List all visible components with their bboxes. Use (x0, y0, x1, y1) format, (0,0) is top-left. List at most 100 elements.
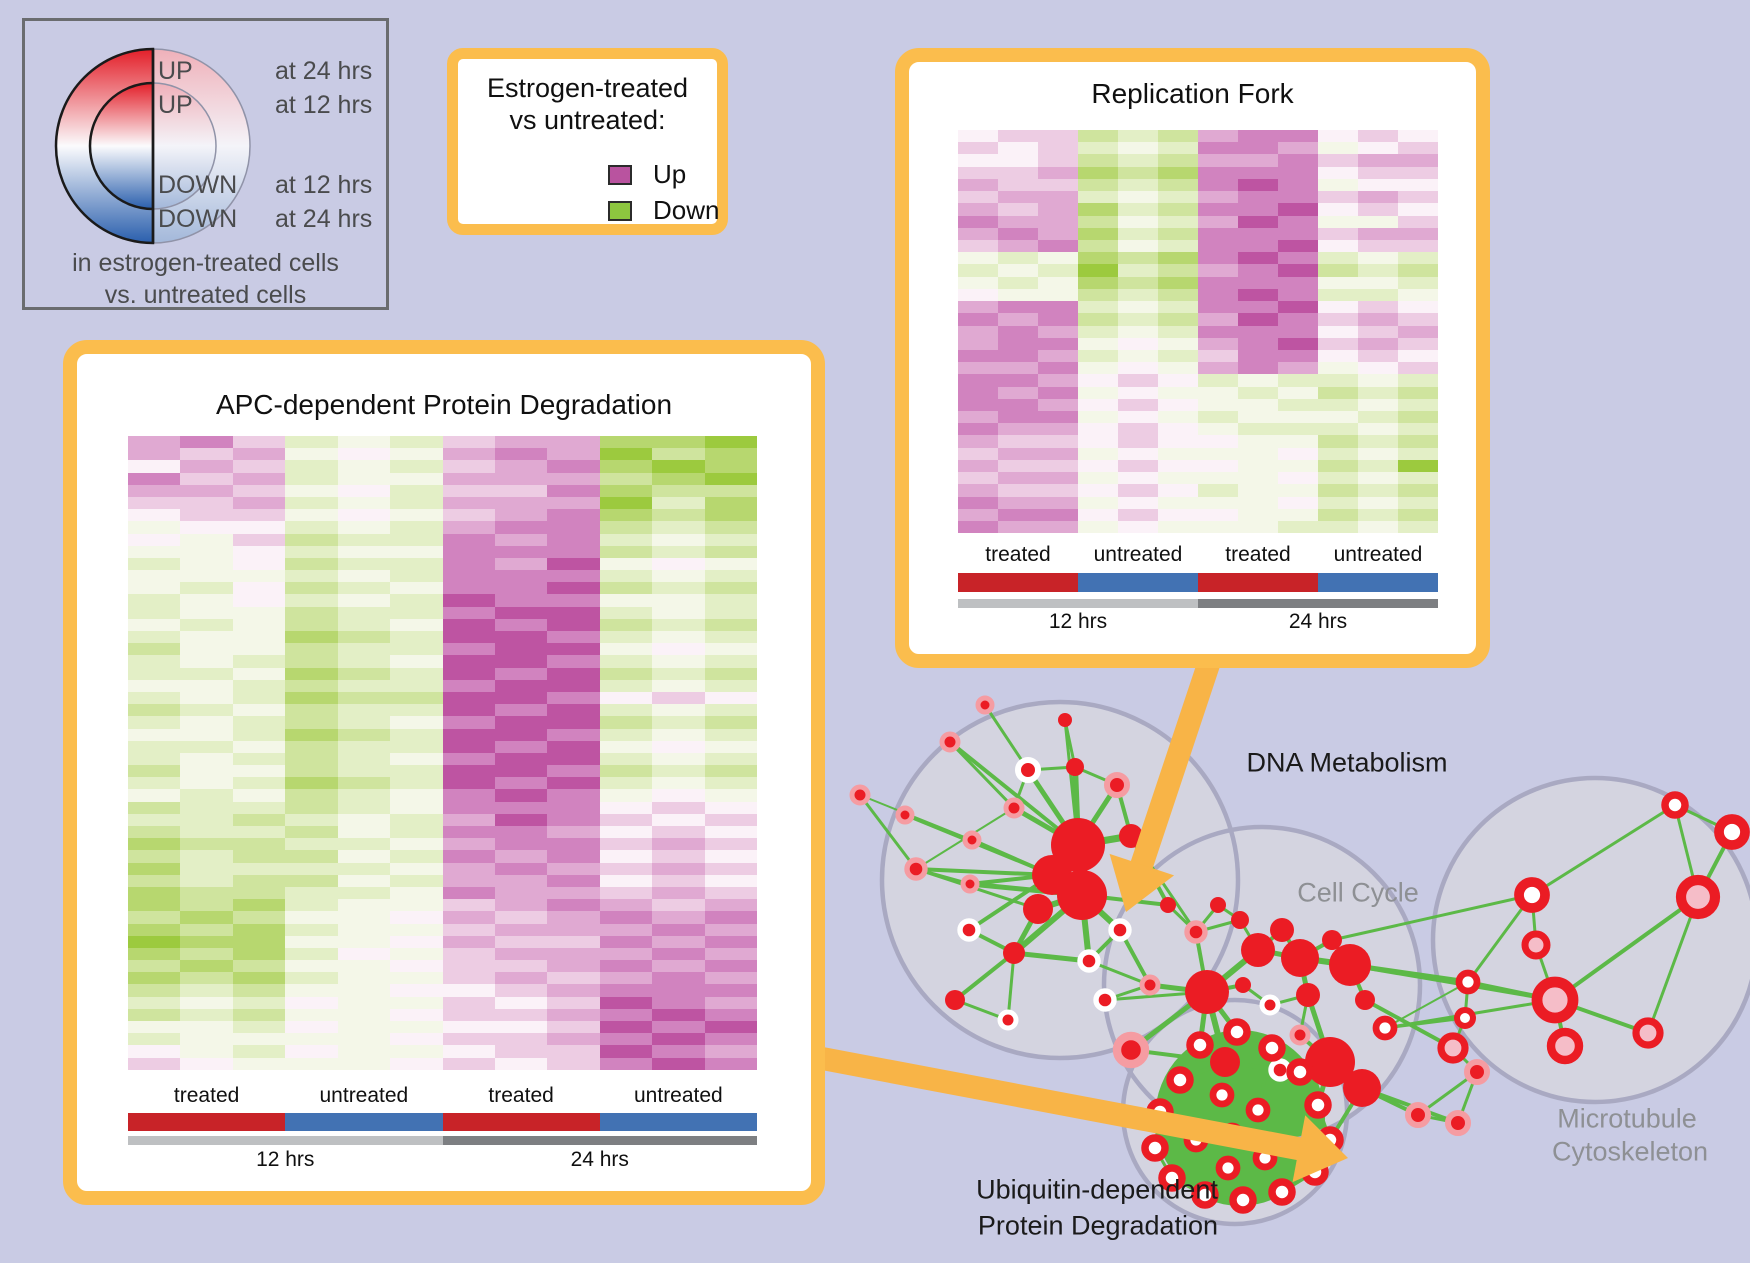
heatmap-row (128, 777, 758, 790)
gene-node-halo (849, 784, 871, 806)
heatmap-cell (704, 594, 758, 607)
heatmap-cell (494, 996, 548, 1009)
heatmap-cell (494, 460, 548, 473)
heatmap-cell (180, 911, 233, 924)
heatmap-cell (337, 582, 391, 595)
gene-node-ringpink (1546, 1027, 1584, 1065)
heatmap-cell (128, 655, 181, 668)
heatmap-cell (704, 984, 758, 997)
heatmap-cell (704, 850, 758, 863)
heatmap-cell (1118, 142, 1158, 155)
heatmap-cell (232, 448, 286, 461)
heatmap-cell (652, 789, 705, 802)
heatmap-cell (1358, 264, 1398, 277)
heatmap-cell (547, 972, 600, 985)
gene-node-ringpink (1632, 1017, 1664, 1049)
heatmap-row (128, 606, 758, 619)
heatmap-cell (599, 862, 653, 875)
gene-node-halo (1289, 1024, 1311, 1046)
condition-label: untreated (319, 1084, 409, 1107)
heatmap-cell (1118, 349, 1158, 363)
gene-node-ring (1286, 1058, 1314, 1086)
heatmap-cell (547, 704, 600, 717)
heatmap-cell (704, 570, 758, 583)
heatmap-cell (704, 801, 758, 814)
heatmap-cell (232, 618, 286, 631)
gene-node-whalo (1108, 918, 1132, 942)
heatmap-cell (1398, 472, 1438, 485)
heatmap-cell (337, 655, 391, 668)
heatmap-cell (442, 679, 495, 692)
heatmap-cell (285, 545, 338, 558)
heatmap-cell (390, 509, 443, 522)
heatmap-cell (599, 838, 653, 851)
heatmap-cell (1158, 288, 1198, 302)
heatmap-cell (494, 582, 548, 595)
heatmap-row (128, 789, 758, 802)
heatmap-cell (128, 972, 181, 985)
heatmap-cell (442, 691, 495, 705)
heatmap-cell (390, 496, 443, 510)
apc-heatmap-panel: APC-dependent Protein Degradation treate… (63, 340, 825, 1205)
heatmap-cell (1078, 142, 1118, 155)
color-key-title-line1: Estrogen-treated (486, 73, 689, 103)
heatmap-cell (998, 252, 1038, 265)
condition-label: treated (1225, 543, 1291, 566)
heatmap-cell (128, 1033, 181, 1046)
estrogen-color-key: Estrogen-treated vs untreated: Up Down (447, 48, 728, 235)
heatmap-cell (998, 191, 1038, 204)
heatmap-cell (128, 679, 181, 692)
heatmap-cell (1238, 362, 1278, 375)
heatmap-cell (285, 704, 338, 717)
heatmap-cell (652, 655, 705, 668)
heatmap-cell (285, 899, 338, 912)
heatmap-cell (128, 472, 181, 485)
heatmap-cell (998, 154, 1038, 167)
heatmap-cell (998, 178, 1038, 192)
heatmap-cell (652, 1057, 705, 1070)
heatmap-cell (1198, 313, 1238, 326)
heatmap-cell (442, 643, 495, 656)
heatmap-cell (704, 655, 758, 668)
gene-node-big (1281, 939, 1319, 977)
heatmap-cell (232, 594, 286, 607)
heatmap-cell (958, 191, 998, 204)
heatmap-cell (128, 545, 181, 558)
heatmap-cell (232, 1057, 286, 1070)
heatmap-row (128, 460, 758, 473)
gene-node-ring (1245, 1097, 1271, 1123)
heatmap-cell (1398, 337, 1438, 350)
heatmap-cell (1398, 496, 1438, 509)
heatmap-cell (285, 960, 338, 973)
heatmap-cell (652, 557, 705, 571)
gene-node-halo (1405, 1102, 1431, 1128)
heatmap-cell (599, 972, 653, 985)
heatmap-cell (547, 618, 600, 631)
heatmap-cell (1078, 423, 1118, 436)
heatmap-cell (494, 886, 548, 900)
heatmap-cell (442, 850, 495, 863)
heatmap-cell (494, 448, 548, 461)
heatmap-cell (337, 643, 391, 656)
heatmap-cell (998, 398, 1038, 412)
heatmap-cell (128, 643, 181, 656)
heatmap-cell (1318, 386, 1358, 399)
heatmap-cell (652, 643, 705, 656)
heatmap-cell (1358, 227, 1398, 240)
heatmap-cell (128, 740, 181, 753)
heatmap-cell (1318, 239, 1358, 253)
heatmap-cell (180, 1021, 233, 1034)
heatmap-cell (128, 850, 181, 863)
heatmap-cell (232, 484, 286, 497)
heatmap-cell (1038, 337, 1078, 350)
heatmap-cell (337, 850, 391, 863)
heatmap-cell (599, 947, 653, 961)
heatmap-cell (285, 679, 338, 692)
heatmap-cell (652, 691, 705, 705)
network-edge (948, 740, 1080, 847)
heatmap-cell (494, 691, 548, 705)
heatmap-cell (1238, 521, 1278, 534)
heatmap-cell (285, 618, 338, 631)
heatmap-cell (1078, 264, 1118, 277)
heatmap-cell (128, 618, 181, 631)
